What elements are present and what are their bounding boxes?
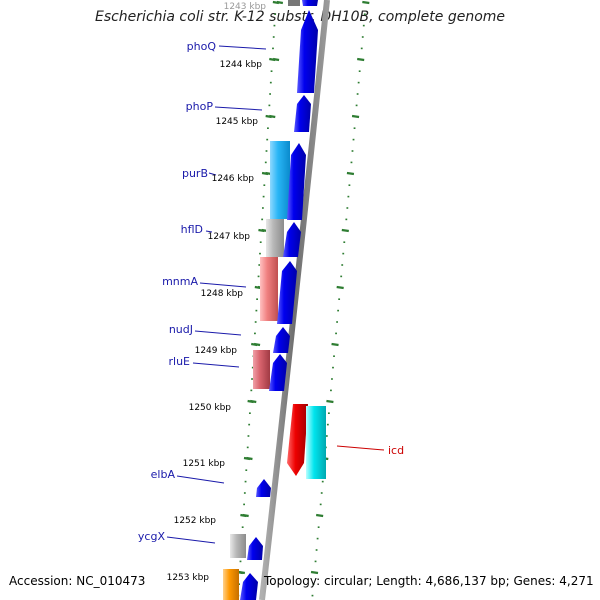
ruler-tick xyxy=(315,513,324,518)
ruler-tick xyxy=(346,171,355,176)
cds-hflD[interactable] xyxy=(283,222,301,257)
cds-mnmA[interactable] xyxy=(277,261,297,324)
ruler-tick xyxy=(351,114,360,119)
cds-phoQ[interactable] xyxy=(297,10,318,93)
map-title: Escherichia coli str. K-12 substr. DH10B… xyxy=(94,9,506,25)
gene-label-mnmA[interactable]: mnmA xyxy=(162,275,198,288)
gene-label-lines xyxy=(166,45,267,544)
gene-label-nudJ[interactable]: nudJ xyxy=(169,323,193,336)
gene-label-ycgX[interactable]: ycgX xyxy=(138,530,166,543)
gene-label-hflD[interactable]: hflD xyxy=(181,223,203,236)
position-label-1247: 1247 kbp xyxy=(208,232,251,242)
gene-label-rluE[interactable]: rluE xyxy=(168,355,190,368)
position-label-1251: 1251 kbp xyxy=(183,459,226,469)
feature-hflD[interactable] xyxy=(266,219,284,257)
feature-mnmA[interactable] xyxy=(260,257,278,321)
position-label-1244: 1244 kbp xyxy=(220,60,263,70)
ruler-tick xyxy=(310,570,319,575)
ruler-tick xyxy=(357,57,365,62)
ruler-tick xyxy=(341,228,349,233)
gene-label-phoP[interactable]: phoP xyxy=(186,100,214,113)
ruler-tick xyxy=(326,399,334,404)
position-label-1252: 1252 kbp xyxy=(174,516,217,526)
feature-purB[interactable] xyxy=(270,141,290,219)
ruler-tick xyxy=(246,456,253,461)
ruler-tick xyxy=(238,570,246,575)
ruler-ticks-right xyxy=(310,0,370,597)
position-label-1250: 1250 kbp xyxy=(189,403,232,413)
genome-backbone xyxy=(259,0,330,600)
genome-backbone-top-cap xyxy=(288,0,300,6)
cds-nudJ[interactable] xyxy=(273,327,290,353)
feature-orange[interactable] xyxy=(223,569,239,600)
ruler-tick xyxy=(272,57,280,62)
gene-label-elbA[interactable]: elbA xyxy=(151,468,176,481)
cds-purB[interactable] xyxy=(287,143,306,220)
position-label-1253: 1253 kbp xyxy=(167,573,210,583)
position-label-1243: 1243 kbp xyxy=(224,2,267,12)
cds-phoP[interactable] xyxy=(294,95,311,132)
accession-text: Accession: NC_010473 xyxy=(9,574,146,588)
cds-rluE[interactable] xyxy=(269,354,287,391)
ruler-tick xyxy=(362,0,370,5)
position-label-1249: 1249 kbp xyxy=(195,346,238,356)
ruler-tick xyxy=(269,114,276,119)
ruler-tick xyxy=(250,399,257,404)
feature-ycgX[interactable] xyxy=(230,534,246,558)
gene-label-purB[interactable]: purB xyxy=(182,167,208,180)
ruler-tick xyxy=(242,513,249,518)
position-label-1245: 1245 kbp xyxy=(216,117,259,127)
gene-label-icd[interactable]: icd xyxy=(388,444,404,457)
cds-elbA[interactable] xyxy=(256,479,271,497)
position-label-1248: 1248 kbp xyxy=(201,289,244,299)
feature-icd[interactable] xyxy=(287,404,326,479)
feature-rluE[interactable] xyxy=(253,350,270,389)
gene-label-phoQ[interactable]: phoQ xyxy=(187,40,217,53)
genome-summary-text: Topology: circular; Length: 4,686,137 bp… xyxy=(264,574,594,588)
cds-top[interactable] xyxy=(302,0,318,6)
cds-bottom[interactable] xyxy=(240,573,258,600)
position-label-1246: 1246 kbp xyxy=(212,174,255,184)
ruler-tick xyxy=(336,285,344,290)
cds-ycgX[interactable] xyxy=(247,537,263,560)
ruler-tick xyxy=(276,0,284,5)
icd-label-line xyxy=(336,445,385,451)
ruler-tick xyxy=(331,342,339,347)
ruler-tick xyxy=(253,342,261,347)
